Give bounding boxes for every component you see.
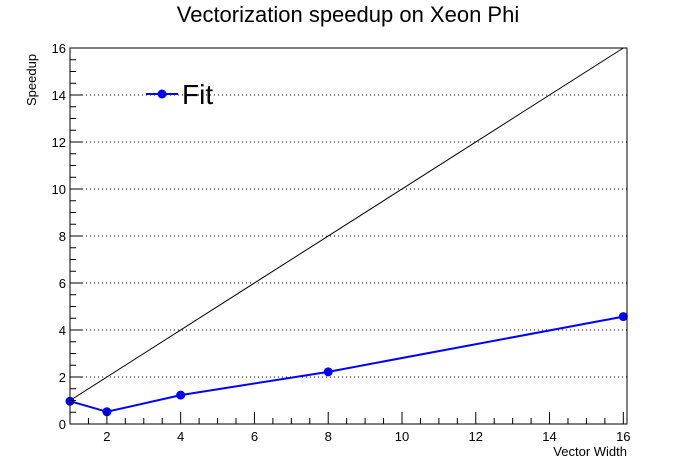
fit-data-point	[176, 390, 186, 400]
y-tick-label: 16	[52, 41, 66, 56]
y-tick-label: 2	[59, 370, 66, 385]
fit-series	[65, 312, 628, 417]
y-axis: 0 2 4 6 8 10 12 14 16	[52, 41, 82, 432]
y-tick-label: 10	[52, 182, 66, 197]
fit-data-point	[323, 367, 333, 377]
x-tick-label: 6	[251, 429, 258, 444]
fit-series-line	[69, 315, 624, 413]
x-tick-label: 16	[616, 429, 630, 444]
y-tick-label: 6	[59, 276, 66, 291]
y-tick-label: 8	[59, 229, 66, 244]
fit-data-point	[618, 312, 628, 322]
x-tick-label: 14	[542, 429, 556, 444]
y-tick-label: 12	[52, 135, 66, 150]
x-tick-label: 2	[103, 429, 110, 444]
ideal-line-segment	[69, 47, 624, 401]
x-tick-label: 4	[177, 429, 184, 444]
legend-fit-marker	[157, 89, 167, 99]
y-tick-label: 0	[59, 417, 66, 432]
x-tick-label: 12	[469, 429, 483, 444]
x-tick-label: 8	[325, 429, 332, 444]
legend-fit-label: Fit	[182, 79, 213, 110]
fit-data-point	[102, 407, 112, 417]
y-gridlines	[70, 94, 627, 378]
x-axis: 2 4 6 8 10 12 14 16	[69, 412, 631, 444]
legend: Fit	[146, 79, 213, 110]
y-tick-label: 4	[59, 323, 66, 338]
y-tick-label: 14	[52, 88, 66, 103]
ideal-speedup-line	[69, 47, 624, 401]
chart-title: Vectorization speedup on Xeon Phi	[177, 2, 519, 27]
x-tick-label: 10	[395, 429, 409, 444]
y-axis-title: Speedup	[24, 54, 39, 106]
x-axis-title: Vector Width	[553, 444, 627, 459]
